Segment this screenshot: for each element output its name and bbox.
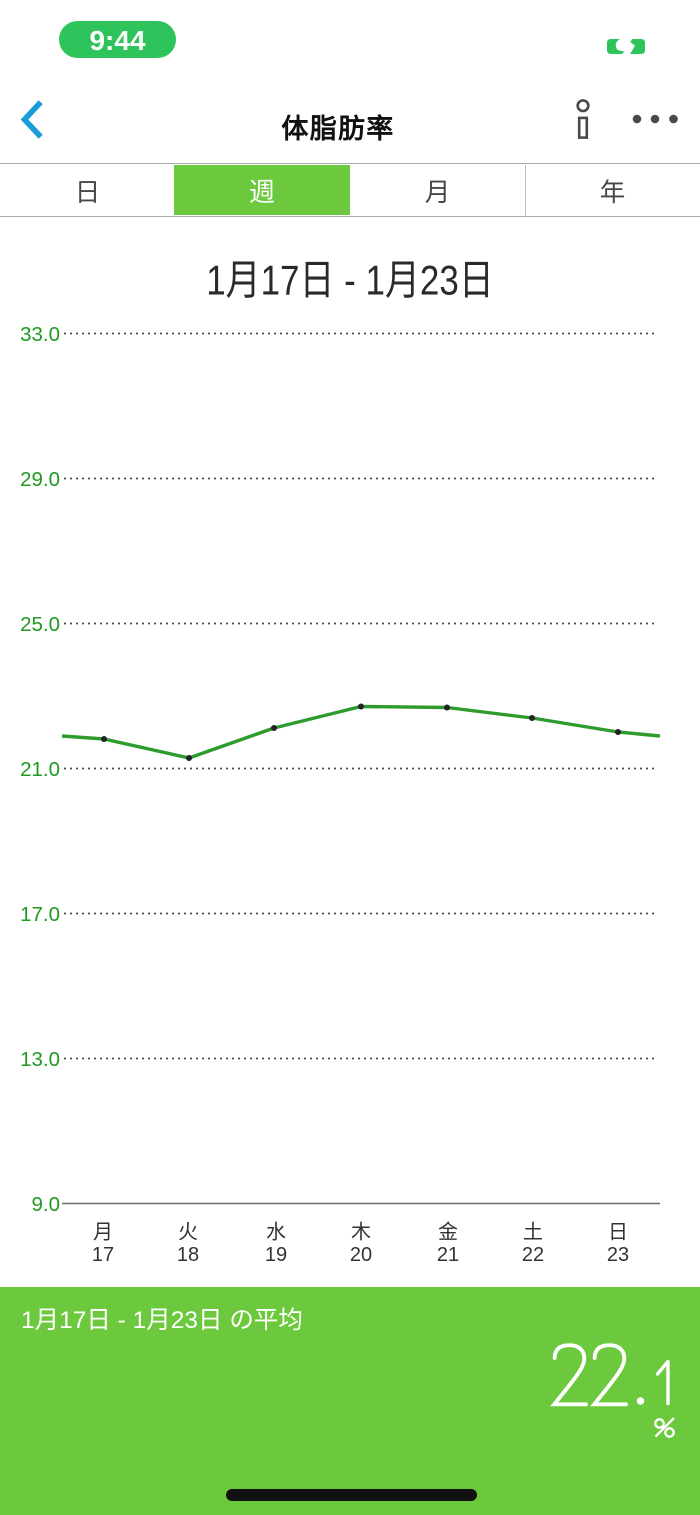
svg-text:21.0: 21.0 bbox=[20, 758, 60, 781]
svg-text:20: 20 bbox=[350, 1244, 372, 1266]
svg-text:33.0: 33.0 bbox=[20, 323, 60, 346]
svg-text:25.0: 25.0 bbox=[20, 613, 60, 636]
svg-text:13.0: 13.0 bbox=[20, 1048, 60, 1071]
svg-text:水: 水 bbox=[266, 1221, 286, 1244]
svg-text:日: 日 bbox=[608, 1222, 628, 1244]
svg-text:21: 21 bbox=[437, 1244, 459, 1266]
svg-text:23: 23 bbox=[607, 1244, 629, 1266]
svg-text:金: 金 bbox=[438, 1221, 458, 1244]
svg-text:19: 19 bbox=[265, 1244, 287, 1266]
svg-text:火: 火 bbox=[178, 1222, 198, 1244]
svg-text:月: 月 bbox=[93, 1222, 113, 1244]
svg-text:29.0: 29.0 bbox=[20, 468, 60, 491]
svg-text:木: 木 bbox=[351, 1221, 371, 1244]
svg-text:土: 土 bbox=[523, 1221, 543, 1244]
svg-text:22: 22 bbox=[522, 1244, 544, 1266]
svg-text:17: 17 bbox=[92, 1244, 114, 1266]
svg-text:9.0: 9.0 bbox=[32, 1193, 61, 1216]
svg-text:17.0: 17.0 bbox=[20, 903, 60, 926]
svg-text:18: 18 bbox=[177, 1244, 199, 1266]
